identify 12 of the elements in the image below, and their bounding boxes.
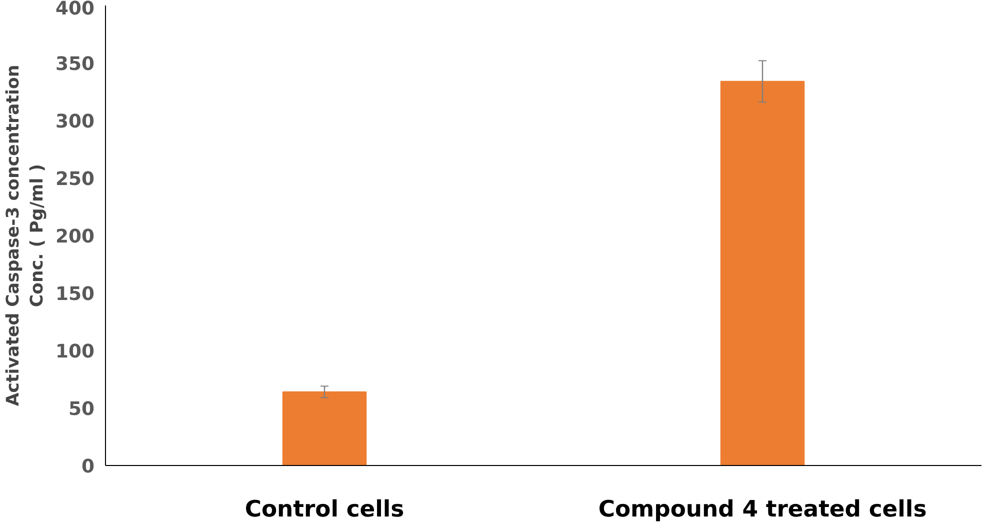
y-axis-title: Activated Caspase-3 concentration Conc. ( Pg/ml ) [4, 64, 48, 406]
y-tick-label: 150 [56, 284, 95, 305]
x-tick-label: Control cells [244, 496, 404, 522]
y-tick-label: 350 [56, 54, 95, 75]
y-tick-label: 400 [56, 0, 95, 20]
y-tick-label: 200 [56, 226, 95, 248]
y-tick-label: 250 [56, 169, 95, 190]
y-tick-label: 50 [68, 399, 95, 420]
y-tick-label: 100 [56, 342, 95, 362]
y-tick-label: 300 [56, 112, 95, 132]
y-tick-label: 0 [82, 456, 95, 478]
x-tick-label: Compound 4 treated cells [598, 496, 927, 522]
